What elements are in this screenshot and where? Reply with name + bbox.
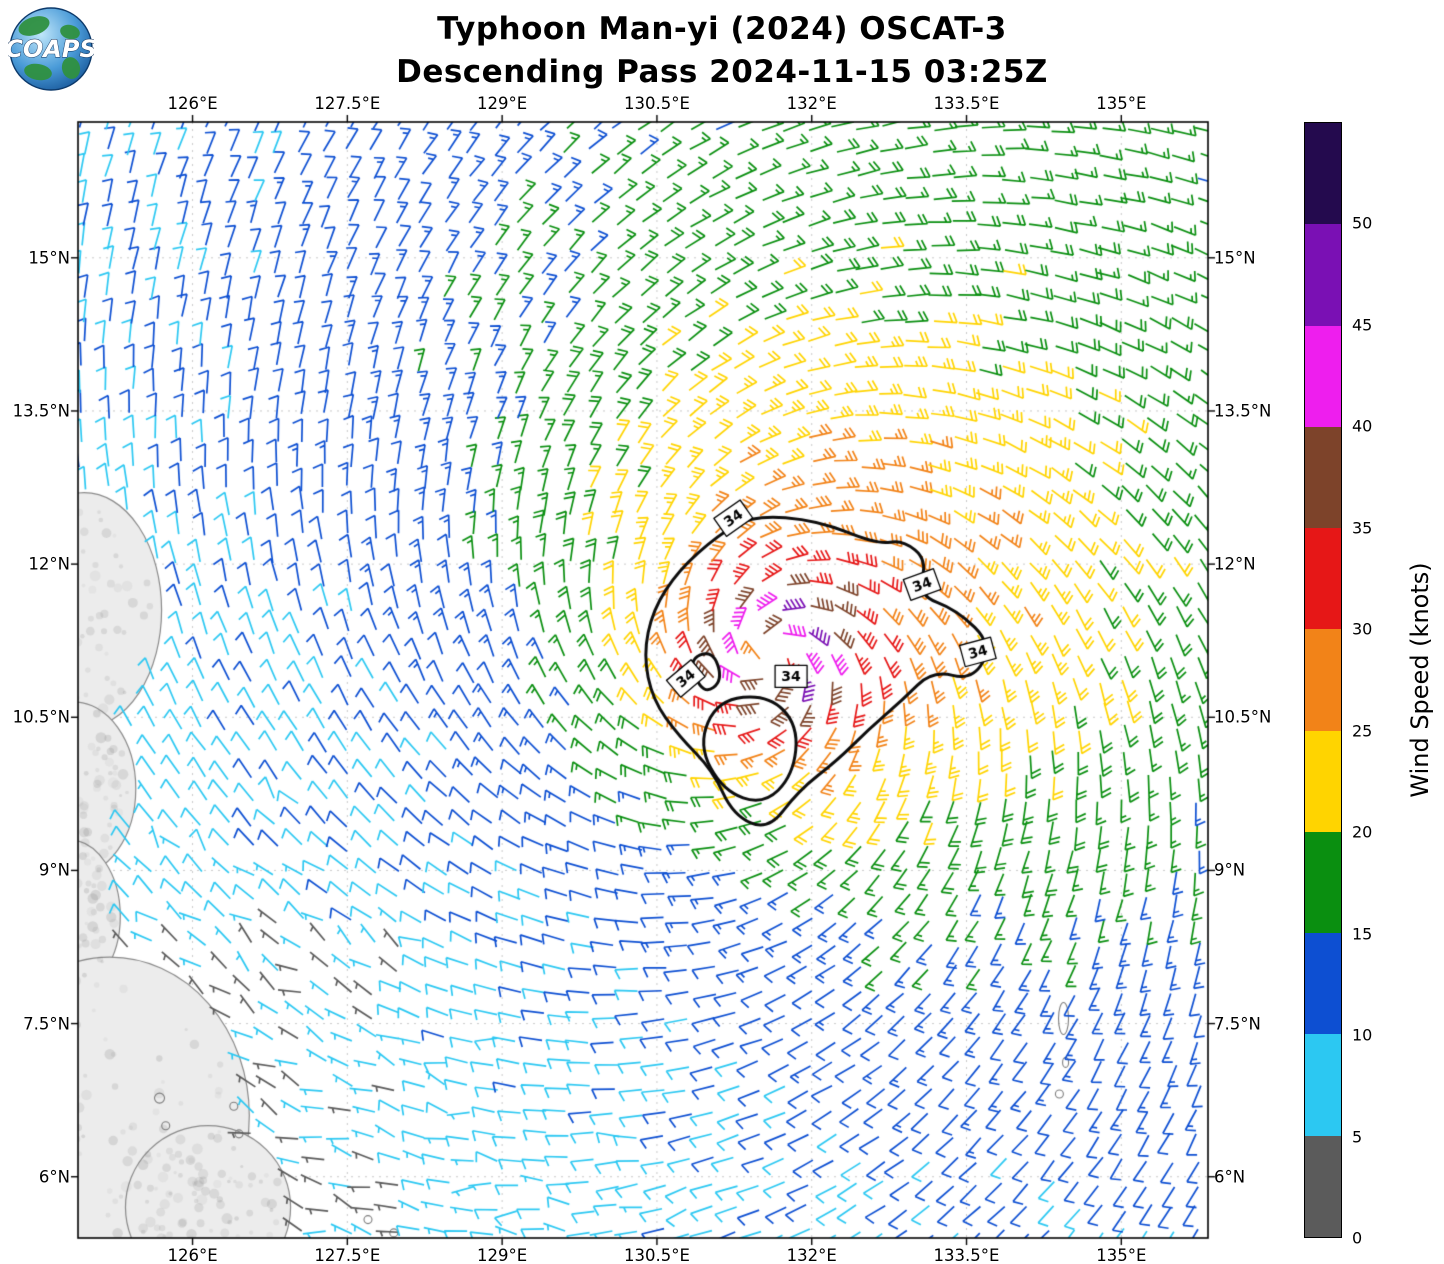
x-tick-label-bottom: 133.5°E (933, 1246, 1000, 1264)
y-tick-label-right: 12°N (1214, 554, 1256, 574)
x-tick-label-top: 135°E (1096, 94, 1147, 113)
y-tick-label-right: 13.5°N (1214, 401, 1272, 421)
colorbar-tick-label: 10 (1352, 1025, 1373, 1045)
y-tick-label-left: 7.5°N (23, 1014, 70, 1034)
y-tick-label-right: 15°N (1214, 248, 1256, 268)
chart-title-line2: Descending Pass 2024-11-15 03:25Z (396, 54, 1048, 91)
coaps-globe-icon: COAPS (5, 7, 97, 91)
colorbar-segment (1305, 1135, 1341, 1237)
figure-title: Typhoon Man-yi (2024) OSCAT-3 Descending… (0, 8, 1444, 95)
y-tick-label-left: 15°N (28, 248, 70, 268)
y-tick-label-right: 7.5°N (1214, 1014, 1261, 1034)
colorbar-segment (1305, 426, 1341, 529)
x-tick-label-bottom: 132°E (786, 1246, 837, 1264)
y-tick-label-left: 6°N (38, 1167, 70, 1187)
x-tick-label-top: 133.5°E (933, 94, 1000, 113)
colorbar-segment (1305, 325, 1341, 427)
x-tick-label-bottom: 130.5°E (623, 1246, 690, 1264)
y-tick-label-left: 9°N (38, 860, 70, 880)
colorbar-tick-label: 30 (1352, 619, 1373, 639)
x-tick-label-bottom: 135°E (1096, 1246, 1147, 1264)
y-tick-label-left: 12°N (28, 554, 70, 574)
colorbar-tick-label: 15 (1352, 924, 1373, 944)
coaps-logo-text: COAPS (8, 35, 94, 63)
colorbar-segment (1305, 1034, 1341, 1136)
x-tick-label-bottom: 126°E (167, 1246, 218, 1264)
colorbar-tick-label: 5 (1352, 1127, 1363, 1147)
y-tick-label-left: 13.5°N (12, 401, 70, 421)
y-tick-label-right: 6°N (1214, 1167, 1246, 1187)
colorbar-tick-label: 20 (1352, 822, 1373, 842)
colorbar-tick-label: 35 (1352, 518, 1373, 538)
colorbar-axis-label: Wind Speed (knots) (1406, 562, 1434, 798)
x-tick-label-top: 130.5°E (623, 94, 690, 113)
x-tick-label-top: 127.5°E (314, 94, 381, 113)
colorbar-tick-label: 40 (1352, 416, 1373, 436)
y-tick-label-left: 10.5°N (12, 707, 70, 727)
wind-speed-colorbar (1304, 122, 1342, 1238)
colorbar-segment (1305, 123, 1341, 225)
x-tick-label-top: 132°E (786, 94, 837, 113)
colorbar-segment (1305, 831, 1341, 934)
coaps-logo: COAPS (5, 6, 97, 96)
x-tick-label-top: 126°E (167, 94, 218, 113)
colorbar-segment (1305, 528, 1341, 630)
colorbar-tick-label: 45 (1352, 315, 1373, 335)
x-tick-label-bottom: 127.5°E (314, 1246, 381, 1264)
colorbar-segment (1305, 224, 1341, 326)
colorbar-segment (1305, 730, 1341, 832)
colorbar-tick-label: 25 (1352, 721, 1373, 741)
colorbar-segment (1305, 629, 1341, 731)
colorbar-tick-label: 0 (1352, 1228, 1363, 1248)
colorbar-tick-label: 50 (1352, 213, 1373, 233)
y-tick-label-right: 9°N (1214, 860, 1246, 880)
x-tick-label-top: 129°E (477, 94, 528, 113)
y-tick-label-right: 10.5°N (1214, 707, 1272, 727)
chart-title-line1: Typhoon Man-yi (2024) OSCAT-3 (437, 11, 1007, 47)
colorbar-segment (1305, 933, 1341, 1035)
x-tick-label-bottom: 129°E (477, 1246, 528, 1264)
